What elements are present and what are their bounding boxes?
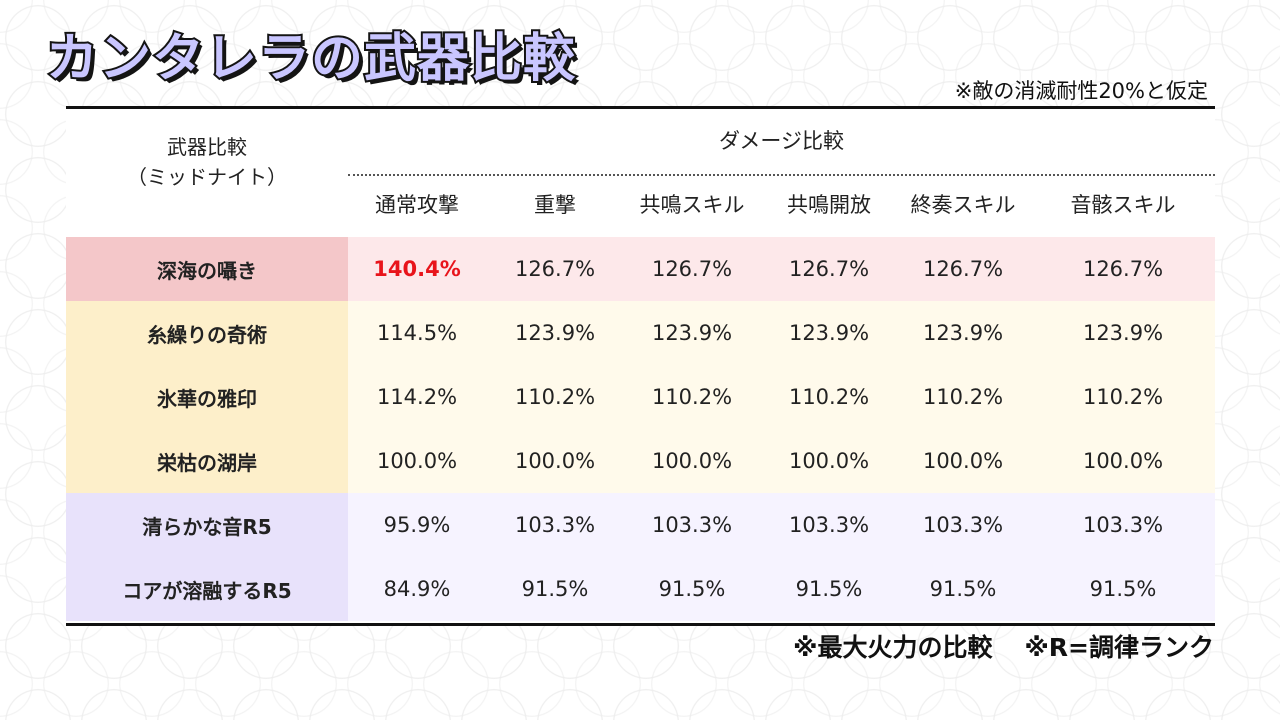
table-row: 糸繰りの奇術 114.5% 123.9% 123.9% 123.9% 123.9% 123.… <box>66 301 1215 365</box>
damage-value: 103.3% <box>514 513 596 537</box>
column-header: 重撃 <box>534 193 576 217</box>
damage-value: 100.0% <box>922 449 1004 473</box>
header-divider <box>348 174 1215 176</box>
damage-value: 123.9% <box>514 321 596 345</box>
damage-value: 123.9% <box>788 321 870 345</box>
damage-value: 100.0% <box>651 449 733 473</box>
weapon-name: 清らかな音R5 <box>66 493 348 557</box>
page-title: カンタレラの武器比較 <box>44 27 577 91</box>
damage-value: 103.3% <box>1082 513 1164 537</box>
weapon-name: 糸繰りの奇術 <box>66 301 348 365</box>
damage-value: 126.7% <box>514 257 596 281</box>
table-row: 栄枯の湖岸 100.0% 100.0% 100.0% 100.0% 100.0% 100.0… <box>66 429 1215 493</box>
comparison-table: 武器比較 （ミッドナイト） ダメージ比較 通常攻撃 重撃 共鳴スキル 共鳴開放 終奏スキ… <box>66 106 1215 626</box>
damage-value: 126.7% <box>922 257 1004 281</box>
damage-value: 110.2% <box>1082 385 1164 409</box>
damage-value: 123.9% <box>1082 321 1164 345</box>
weapon-header-title: 武器比較 <box>167 135 247 159</box>
damage-value: 91.5% <box>795 577 863 601</box>
damage-value: 126.7% <box>1082 257 1164 281</box>
damage-value: 110.2% <box>651 385 733 409</box>
weapon-name: 栄枯の湖岸 <box>66 429 348 493</box>
weapon-header-subtitle: （ミッドナイト） <box>127 165 287 189</box>
damage-value: 110.2% <box>922 385 1004 409</box>
weapon-header: 武器比較 （ミッドナイト） <box>66 109 348 237</box>
damage-value: 140.4% <box>373 257 461 281</box>
damage-value: 84.9% <box>383 577 451 601</box>
weapon-name: 氷華の雅印 <box>66 365 348 429</box>
damage-value: 110.2% <box>788 385 870 409</box>
table-row: 氷華の雅印 114.2% 110.2% 110.2% 110.2% 110.2% 110.2… <box>66 365 1215 429</box>
damage-value: 95.9% <box>383 513 451 537</box>
damage-value: 91.5% <box>1089 577 1157 601</box>
damage-value: 126.7% <box>788 257 870 281</box>
column-header: 通常攻撃 <box>375 193 459 217</box>
damage-value: 100.0% <box>788 449 870 473</box>
column-header: 音骸スキル <box>1070 193 1176 217</box>
footnote-rank: ※R=調律ランク <box>1024 633 1214 662</box>
damage-group-header: ダメージ比較 <box>719 129 844 153</box>
damage-value: 91.5% <box>521 577 589 601</box>
weapon-name: コアが溶融するR5 <box>66 557 348 621</box>
table-row: コアが溶融するR5 84.9% 91.5% 91.5% 91.5% 91.5% 91.5% <box>66 557 1215 621</box>
column-header: 共鳴開放 <box>787 193 871 217</box>
damage-value: 114.2% <box>376 385 458 409</box>
damage-value: 114.5% <box>376 321 458 345</box>
table-row: 深海の囁き 140.4% 126.7% 126.7% 126.7% 126.7% 126.7… <box>66 237 1215 301</box>
damage-value: 123.9% <box>651 321 733 345</box>
damage-value: 103.3% <box>922 513 1004 537</box>
damage-value: 103.3% <box>651 513 733 537</box>
damage-value: 126.7% <box>651 257 733 281</box>
damage-value: 91.5% <box>658 577 726 601</box>
damage-value: 100.0% <box>1082 449 1164 473</box>
column-header: 終奏スキル <box>910 193 1016 217</box>
damage-value: 123.9% <box>922 321 1004 345</box>
column-header: 共鳴スキル <box>639 193 745 217</box>
footnote-max-damage: ※最大火力の比較 <box>793 633 993 662</box>
damage-value: 103.3% <box>788 513 870 537</box>
damage-value: 110.2% <box>514 385 596 409</box>
footnotes: ※最大火力の比較 ※R=調律ランク <box>793 628 1214 664</box>
damage-value: 100.0% <box>376 449 458 473</box>
table-row: 清らかな音R5 95.9% 103.3% 103.3% 103.3% 103.3% 103.… <box>66 493 1215 557</box>
damage-value: 100.0% <box>514 449 596 473</box>
weapon-name: 深海の囁き <box>66 237 348 301</box>
damage-value: 91.5% <box>929 577 997 601</box>
assumption-note: ※敵の消滅耐性20%と仮定 <box>954 79 1208 103</box>
